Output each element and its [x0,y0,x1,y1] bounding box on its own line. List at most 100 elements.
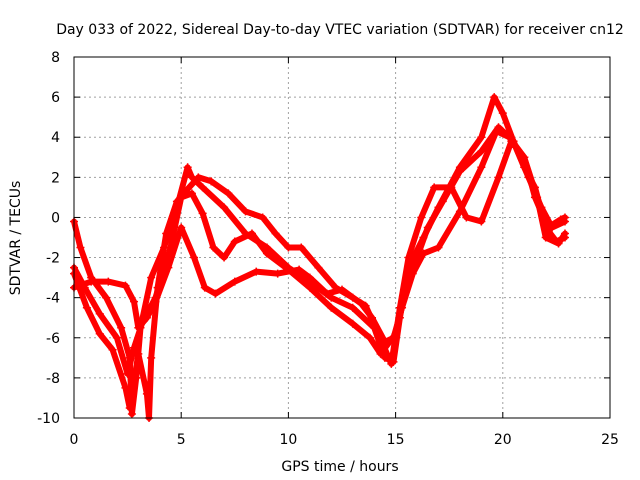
data-point-marker [112,333,121,342]
data-point-marker [230,237,239,246]
data-point-marker [198,209,207,218]
data-point-marker [230,277,239,286]
data-point-marker [164,263,173,272]
data-point-marker [376,349,385,358]
data-point-marker [327,303,336,312]
data-point-marker [130,377,139,386]
data-point-marker [108,345,117,354]
x-tick-label: 20 [494,432,512,448]
y-tick-label: -4 [46,291,60,307]
y-tick-label: 2 [51,170,60,186]
data-point-marker [172,197,181,206]
data-point-marker [477,163,486,172]
data-point-marker [104,277,113,286]
data-point-marker [102,293,111,302]
data-point-marker [177,223,186,232]
data-point-marker [541,233,550,242]
data-point-marker [498,109,507,118]
data-point-marker [273,269,282,278]
data-point-marker [408,269,417,278]
y-tick-label: -6 [46,331,60,347]
y-axis-ticks: -10 -8 -6 -4 -2 0 2 4 6 8 [37,50,610,427]
data-point-marker [125,403,134,412]
x-tick-label: 0 [70,432,79,448]
series-track-3 [71,128,568,345]
y-tick-label: 4 [51,130,60,146]
data-point-marker [200,283,209,292]
data-point-marker [395,303,404,312]
data-point-marker [295,265,304,274]
data-point-marker [556,215,565,224]
data-point-marker [387,359,396,368]
data-point-marker [423,223,432,232]
x-tick-label: 25 [601,432,619,448]
x-axis-label: GPS time / hours [281,459,398,475]
data-point-marker [87,277,96,286]
data-point-marker [361,301,370,310]
y-axis-label: SDTVAR / TECUs [8,181,24,296]
y-tick-label: 0 [51,210,60,226]
data-point-marker [220,203,229,212]
y-tick-label: 8 [51,50,60,66]
data-point-marker [95,309,104,318]
x-axis-ticks: 0 5 10 15 20 25 [70,57,619,448]
y-tick-label: -10 [37,411,60,427]
data-point-marker [130,297,139,306]
series-track-2 [71,124,568,377]
data-point-marker [560,213,569,222]
data-point-marker [560,229,569,238]
data-point-marker [147,353,156,362]
data-point-marker [209,243,218,252]
data-point-marker [404,253,413,262]
data-point-marker [123,369,132,378]
data-point-marker [190,253,199,262]
data-point-marker [374,329,383,338]
data-point-marker [198,183,207,192]
data-point-marker [241,207,250,216]
data-point-marker [162,229,171,238]
data-point-marker [543,223,552,232]
data-point-marker [455,167,464,176]
data-point-marker [284,243,293,252]
data-point-marker [258,213,267,222]
data-point-marker [247,229,256,238]
x-tick-label: 10 [279,432,297,448]
data-point-marker [305,273,314,282]
data-point-marker [95,329,104,338]
data-point-marker [134,323,143,332]
data-point-marker [477,147,486,156]
y-tick-label: 6 [51,90,60,106]
data-point-marker [348,319,357,328]
data-point-marker [82,303,91,312]
data-point-marker [252,267,261,276]
data-point-marker [207,177,216,186]
y-tick-label: -8 [46,371,60,387]
data-point-marker [142,389,151,398]
data-point-marker [322,289,331,298]
y-tick-label: -2 [46,251,60,267]
data-point-marker [181,187,190,196]
data-point-marker [305,283,314,292]
data-point-marker [297,243,306,252]
data-point-marker [430,183,439,192]
data-point-marker [494,173,503,182]
data-point-marker [134,349,143,358]
data-point-marker [153,283,162,292]
plot-frame [73,56,611,419]
data-point-marker [434,243,443,252]
data-point-marker [477,133,486,142]
data-point-marker [419,249,428,258]
chart-title: Day 033 of 2022, Sidereal Day-to-day VTE… [56,22,624,38]
data-point-marker [447,183,456,192]
x-tick-label: 15 [387,432,405,448]
data-point-marker [262,249,271,258]
data-point-marker [220,253,229,262]
data-point-marker [121,383,130,392]
data-point-marker [127,409,136,418]
data-point-marker [490,93,499,102]
data-point-marker [348,303,357,312]
data-point-marker [121,281,130,290]
data-point-marker [554,239,563,248]
data-point-marker [130,343,139,352]
